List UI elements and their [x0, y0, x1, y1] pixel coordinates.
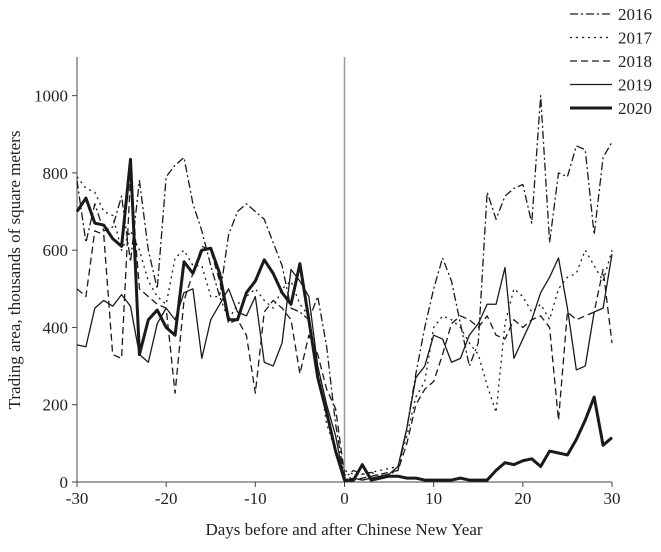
x-tick-label: 10	[425, 489, 442, 508]
y-tick-label: 800	[43, 164, 69, 183]
y-tick-label: 1000	[34, 87, 68, 106]
y-tick-label: 0	[60, 473, 69, 492]
x-tick-label: 0	[340, 489, 349, 508]
x-tick-label: -30	[66, 489, 89, 508]
legend-label: 2018	[618, 52, 652, 71]
x-tick-label: -10	[244, 489, 267, 508]
legend-label: 2019	[618, 76, 652, 95]
x-tick-label: -20	[155, 489, 178, 508]
series-line	[76, 253, 613, 483]
y-tick-label: 600	[43, 241, 69, 260]
x-tick-label: 30	[604, 489, 621, 508]
y-tick-label: 400	[43, 318, 69, 337]
y-axis-label: Trading area, thousands of square meters	[5, 131, 24, 410]
legend-label: 2020	[618, 99, 652, 118]
x-tick-label: 20	[514, 489, 531, 508]
legend-label: 2016	[618, 5, 652, 24]
y-tick-label: 200	[43, 396, 69, 415]
legend-label: 2017	[618, 29, 653, 48]
series-line	[75, 157, 613, 482]
x-axis-label: Days before and after Chinese New Year	[205, 520, 482, 539]
